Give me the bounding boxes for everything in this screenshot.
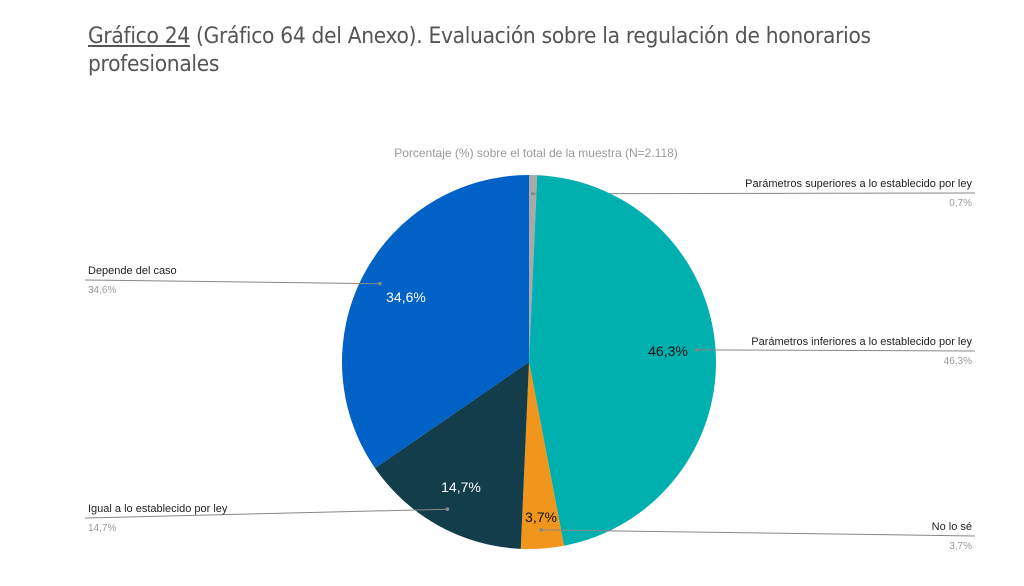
leader-dot — [445, 507, 450, 512]
slice-legend-label: Depende del caso — [88, 265, 177, 277]
leader-line — [84, 508, 448, 519]
slice-legend-label: Parámetros inferiores a lo establecido p… — [751, 336, 972, 348]
slice-legend-value: 3,7% — [949, 541, 972, 552]
chart-title: Porcentaje (%) sobre el total de la mues… — [394, 146, 678, 160]
slice-legend-label: Igual a lo establecido por ley — [88, 503, 228, 515]
leader-dot — [378, 281, 382, 286]
leader-line — [696, 349, 976, 352]
slice-legend-value: 34,6% — [88, 285, 116, 296]
slice-legend-label: Parámetros superiores a lo establecido p… — [745, 178, 972, 190]
leader-dot — [695, 348, 699, 352]
pie-slice[interactable] — [520, 362, 565, 550]
figure-reference: Gráfico 24 — [88, 23, 190, 49]
figure-title: (Gráfico 64 del Anexo). Evaluación sobre… — [88, 23, 871, 77]
slice-legend-value: 14,7% — [88, 523, 116, 534]
leader-dot — [530, 191, 535, 196]
slice-legend-value: 0,7% — [949, 198, 972, 209]
leader-line — [541, 529, 976, 537]
pie-slice[interactable] — [529, 175, 717, 546]
pie-slice[interactable] — [529, 175, 538, 362]
pie-slice[interactable] — [342, 175, 529, 469]
slice-data-label: 3,7% — [525, 509, 557, 525]
slice-data-label: 34,6% — [386, 289, 426, 305]
slice-legend-label: No lo sé — [932, 521, 972, 533]
slice-legend-value: 46,3% — [944, 356, 972, 367]
chart-heading: Gráfico 24 (Gráfico 64 del Anexo). Evalu… — [88, 22, 988, 78]
leader-line — [84, 279, 381, 285]
pie-slice[interactable] — [374, 362, 529, 549]
leader-dot — [539, 528, 543, 532]
slice-data-label: 14,7% — [441, 479, 481, 495]
slice-data-label: 46,3% — [648, 343, 688, 359]
